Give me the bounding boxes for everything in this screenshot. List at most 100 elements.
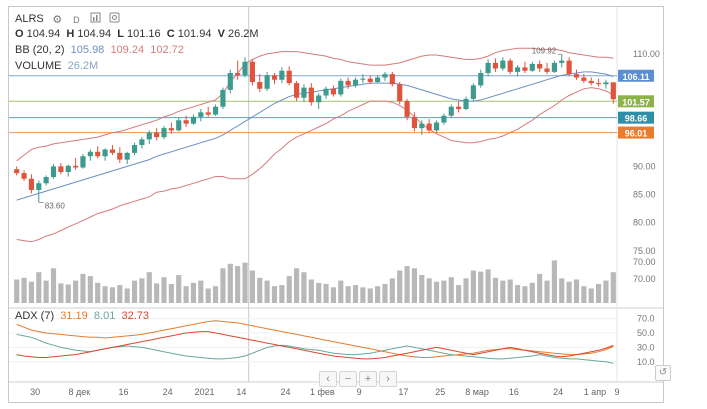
candle-body [131,145,138,153]
scroll-right-button[interactable]: › [379,371,397,387]
zoom-in-button[interactable]: + [359,371,377,387]
candle-body [544,68,550,72]
volume-bar [87,276,93,303]
candle-body [146,132,152,140]
candle-body [323,88,329,96]
volume-bar [338,280,344,303]
price-chart-svg[interactable]: 106.11101.5798.6696.0170.0075.0080.0085.… [9,7,663,402]
price-marker-label: 96.01 [625,129,648,139]
volume-bar [183,286,189,303]
bar-chart-icon[interactable] [90,12,101,23]
candle-body [95,151,101,157]
volume-bar [375,286,381,303]
volume-bar [404,266,410,303]
volume-bar [102,286,108,303]
time-tick-label: 1 фев [310,387,335,397]
symbol-label: ALRS [15,13,44,25]
navigation-bar: ‹ − + › [319,371,397,387]
price-marker-tag [618,126,654,139]
candle-body [154,132,160,138]
volume-bar [308,279,314,303]
candle-body [456,106,462,109]
candle-body [485,62,491,73]
volume-bar [323,283,329,303]
adx-tick-label: 50.0 [637,328,655,338]
candle-body [492,62,499,69]
candle-body [588,80,594,84]
candle-body [161,128,167,138]
volume-bar [610,272,616,303]
volume-bar [279,285,285,303]
time-tick-label: 24 [163,387,173,397]
time-tick-label: 16 [118,387,128,397]
volume-bar [168,283,174,303]
volume-bar [522,286,528,303]
volume-bar [176,275,182,303]
time-tick-label: 9 [614,387,619,397]
volume-bar [603,280,609,303]
volume-bar [205,288,211,303]
time-tick-label: 16 [509,387,519,397]
candle-body [404,101,410,117]
candle-body [242,61,248,76]
price-tick-label: 75.00 [633,246,656,256]
candle-body [87,151,93,157]
volume-bar [109,287,116,303]
volume-bar [14,279,20,303]
volume-bar [367,288,373,303]
candle-body [73,165,79,168]
volume-bar [154,283,160,303]
adx-row[interactable]: ADX (7) 31.19 8.01 32.73 [15,310,149,322]
volume-short-value: 26.2M [227,28,259,40]
open-value: 104.94 [26,28,61,40]
time-tick-label: 8 дек [68,387,90,397]
volume-bar [294,268,300,303]
volume-bar [500,280,506,303]
volume-bar [124,288,130,303]
price-tick-label: 110.00 [633,49,660,59]
reset-view-button[interactable]: ↺ [655,365,671,381]
candle-body [330,88,336,95]
copy-icon[interactable] [109,12,120,23]
volume-bar [551,260,557,303]
volume-bar [227,263,233,303]
volume-bar [190,282,197,303]
volume-bar [507,279,513,303]
volume-bar [316,282,322,303]
candle-body [610,82,616,100]
adx-line [16,320,614,358]
price-marker-label: 101.57 [622,97,650,107]
bb-row[interactable]: BB (20, 2) 105.98 109.24 102.72 [15,44,184,56]
price-tick-label: 70.00 [633,274,656,284]
candle-body [220,89,226,107]
candle-body [566,60,572,75]
adx-value: 31.19 [60,310,88,322]
volume-bar [73,280,79,303]
candle-body [389,74,395,85]
volume-bar [264,280,270,303]
gear-icon[interactable]: ⚙ [52,14,63,26]
candle-body [470,85,476,99]
zoom-out-button[interactable]: − [339,371,357,387]
candle-body [286,70,292,84]
candle-body [227,73,233,90]
interval-button[interactable]: D [73,15,80,25]
candle-body [308,87,314,103]
candle-body [478,73,484,86]
candle-body [58,166,64,172]
candle-body [382,74,388,78]
volume-bar [271,286,278,303]
scroll-left-button[interactable]: ‹ [319,371,337,387]
volume-bar [58,283,64,303]
candle-body [345,80,351,86]
bb-upper-line [16,47,614,162]
volume-bar [301,272,307,303]
volume-bar [382,283,388,303]
volume-row[interactable]: VOLUME 26.2M [15,60,98,72]
high-value: 104.94 [77,28,112,40]
adx-tick-label: 10.0 [637,357,655,367]
volume-bar [198,280,204,303]
candle-body [198,112,204,117]
price-marker-tag [618,111,654,124]
volume-bar [235,266,241,303]
